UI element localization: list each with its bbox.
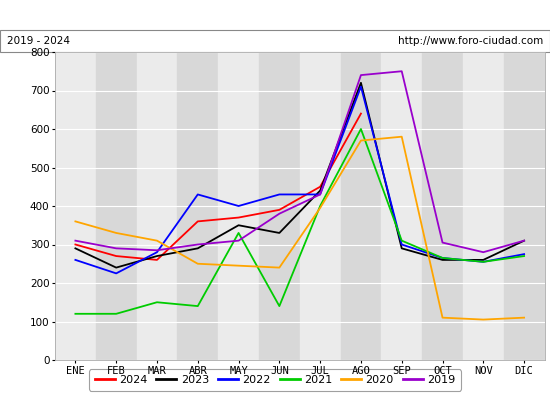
Bar bbox=[422, 52, 463, 360]
Bar bbox=[136, 52, 177, 360]
Bar bbox=[300, 52, 340, 360]
Bar bbox=[218, 52, 259, 360]
Bar bbox=[96, 52, 136, 360]
Text: Evolucion Nº Turistas Nacionales en el municipio de Cisneros: Evolucion Nº Turistas Nacionales en el m… bbox=[47, 8, 503, 22]
Bar bbox=[463, 52, 504, 360]
Text: 2019 - 2024: 2019 - 2024 bbox=[7, 36, 70, 46]
Legend: 2024, 2023, 2022, 2021, 2020, 2019: 2024, 2023, 2022, 2021, 2020, 2019 bbox=[89, 370, 461, 390]
Bar bbox=[381, 52, 422, 360]
Bar bbox=[340, 52, 381, 360]
Bar bbox=[259, 52, 300, 360]
Bar bbox=[177, 52, 218, 360]
Bar bbox=[55, 52, 96, 360]
Text: http://www.foro-ciudad.com: http://www.foro-ciudad.com bbox=[398, 36, 543, 46]
Bar bbox=[504, 52, 544, 360]
